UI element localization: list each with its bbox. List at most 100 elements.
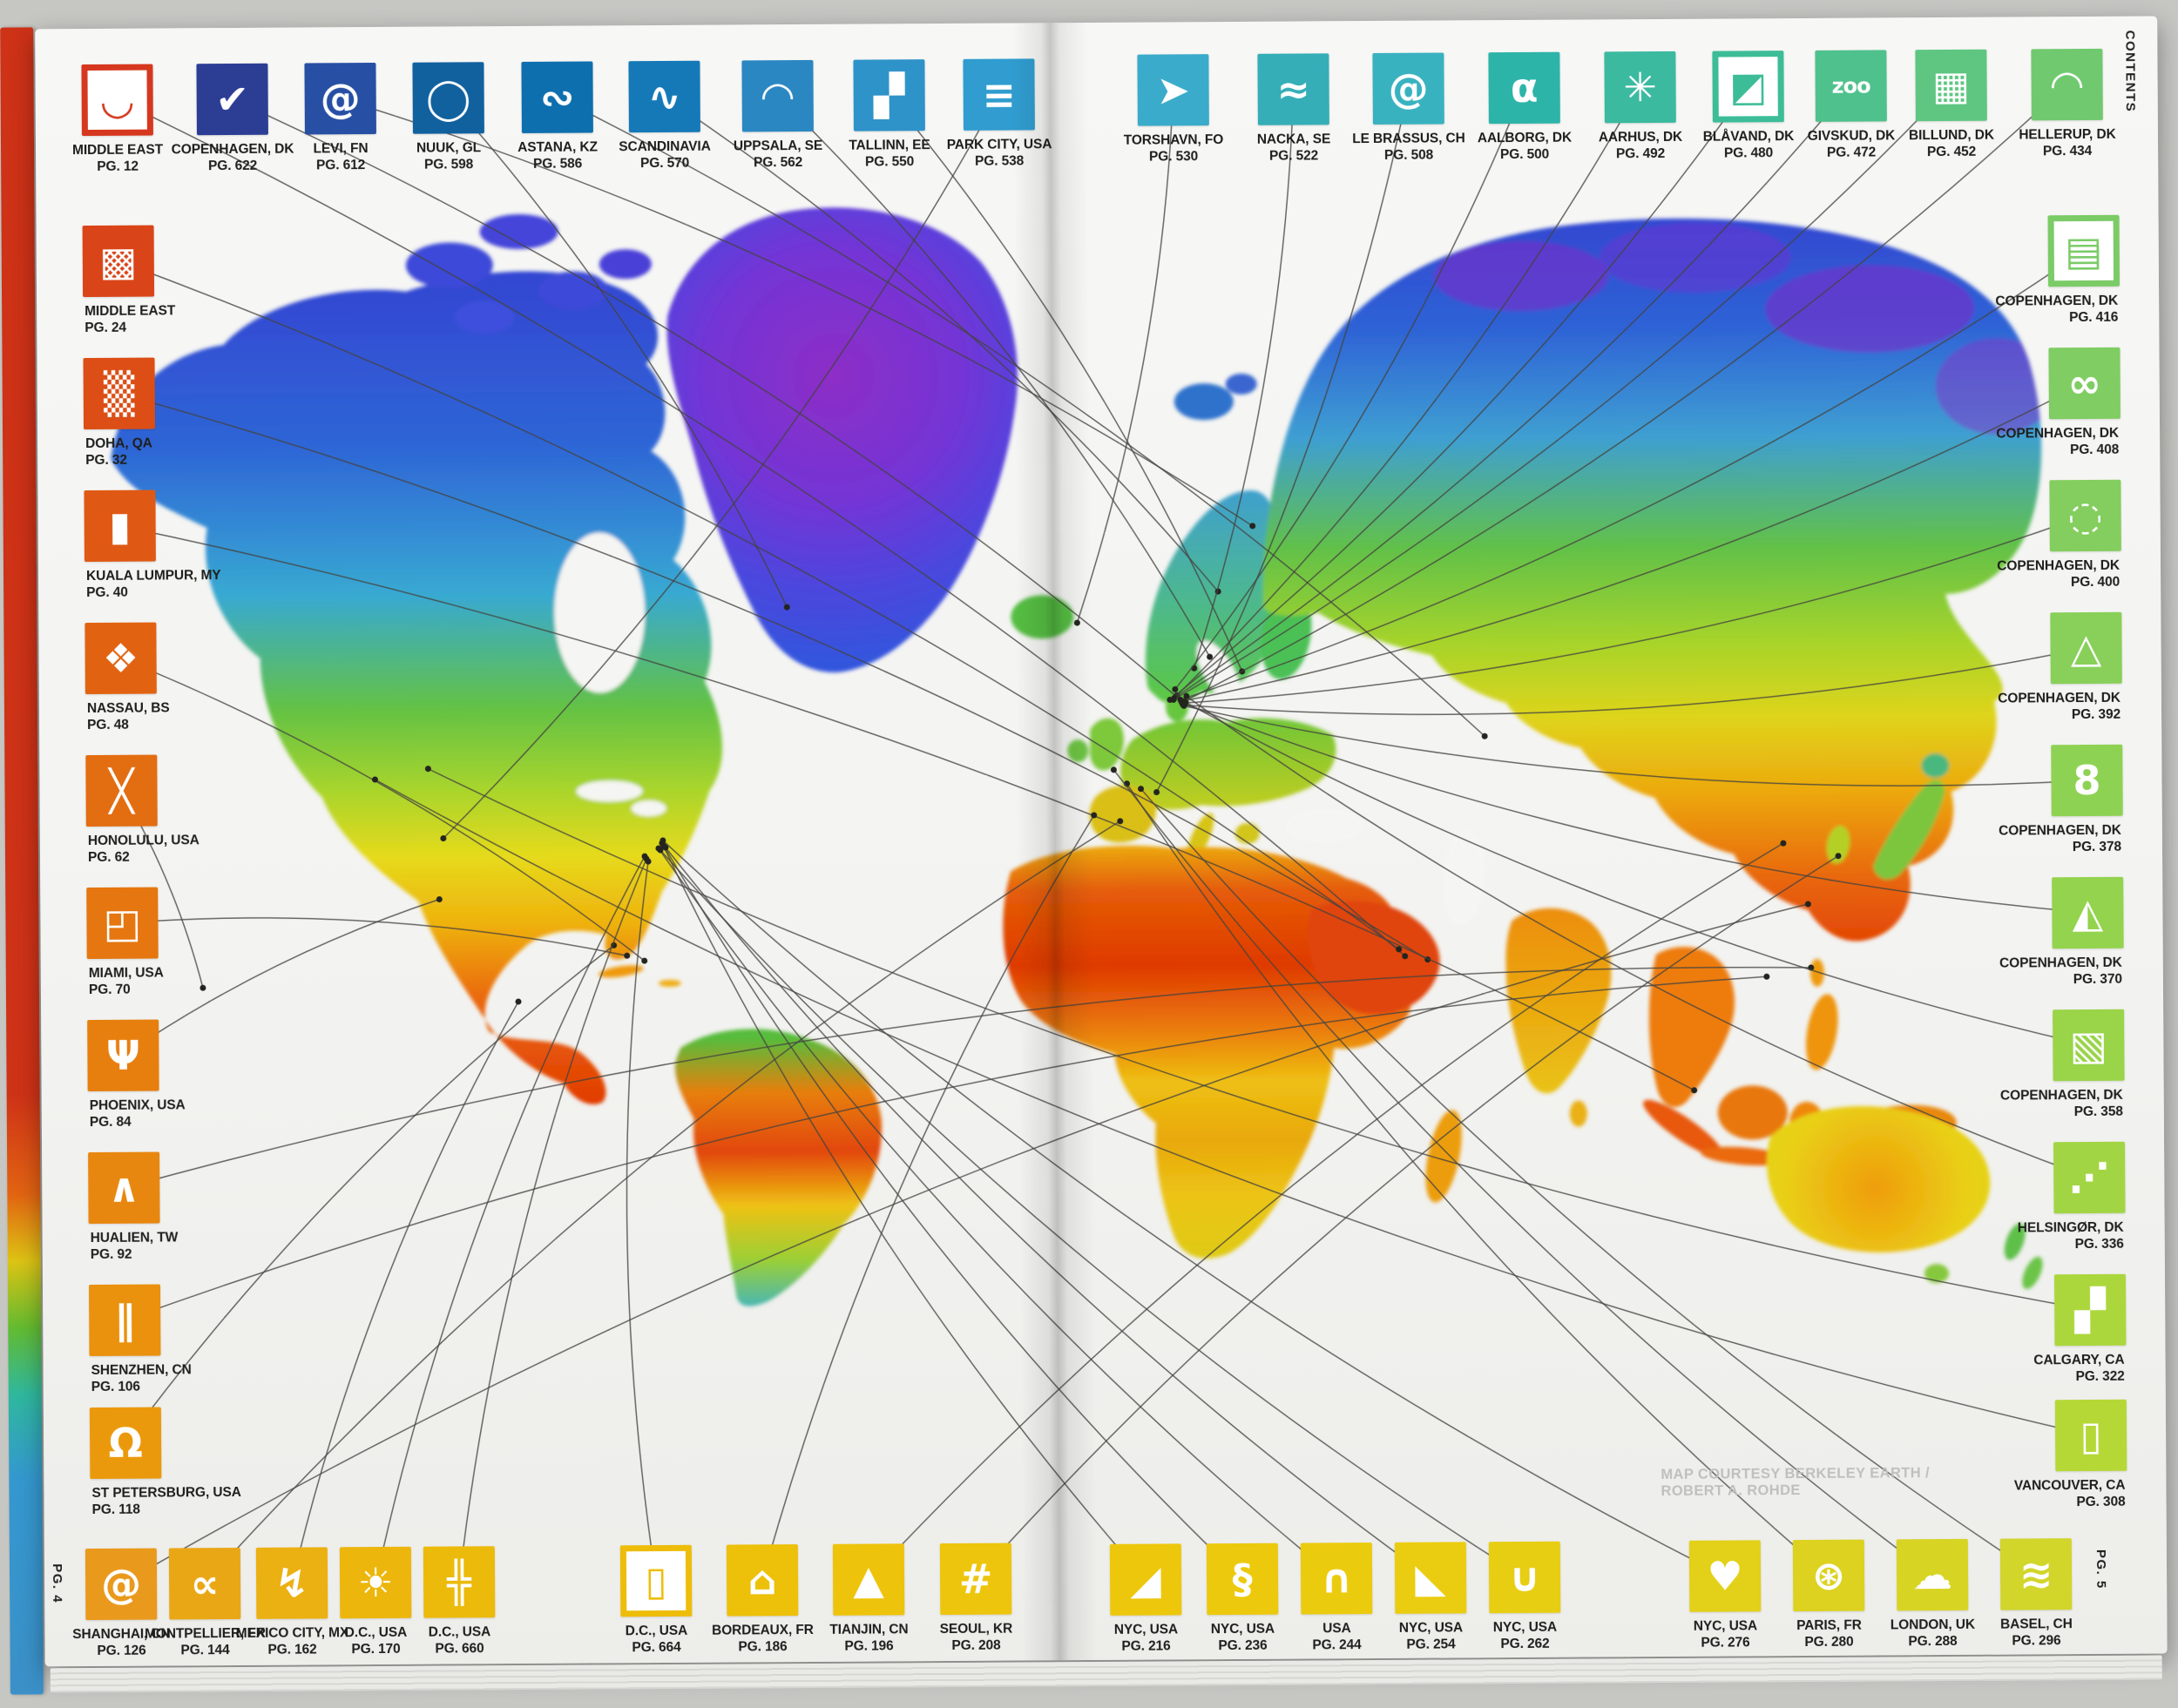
project-nuuk-598: ◯ NUUK, GL PG. 598 xyxy=(412,62,484,172)
connector-line xyxy=(120,903,1809,1585)
connector-line xyxy=(120,658,646,962)
project-city: LE BRASSUS, CH xyxy=(1352,131,1465,147)
map-location-dot xyxy=(1207,653,1214,660)
project-page: PG. 562 xyxy=(754,154,803,170)
calgary-322-icon: ▞ xyxy=(2053,1273,2127,1347)
project-city: ST PETERSBURG, USA xyxy=(91,1484,241,1502)
connector-line xyxy=(1173,84,1952,701)
project-givskud-472: zoo GIVSKUD, DK PG. 472 xyxy=(1808,50,1895,159)
project-copenhagen-370: ◭ COPENHAGEN, DK PG. 370 xyxy=(1999,876,2124,987)
project-city: DOHA, QA xyxy=(85,435,152,452)
project-label: COPENHAGEN, DK PG. 358 xyxy=(2000,1088,2123,1121)
project-label: AALBORG, DK PG. 500 xyxy=(1478,131,1572,164)
dc-660-glyph: ╬ xyxy=(447,1558,472,1606)
contents-label: CONTENTS xyxy=(2122,30,2138,113)
project-city: NASSAU, BS xyxy=(86,700,170,717)
billund-452-glyph: ▦ xyxy=(1931,61,1971,110)
connector-line xyxy=(663,845,1243,1580)
project-vancouver-308: ▯ VANCOUVER, CA PG. 308 xyxy=(2014,1399,2127,1509)
project-city: COPENHAGEN, DK xyxy=(1995,293,2119,309)
map-location-dot xyxy=(1110,766,1117,773)
project-copenhagen-378: 8 COPENHAGEN, DK PG. 378 xyxy=(1999,744,2123,854)
basel-296-glyph: ≋ xyxy=(2019,1550,2053,1598)
seoul-208-glyph: # xyxy=(958,1555,993,1603)
connector-line xyxy=(443,94,1000,840)
nuuk-598-icon: ◯ xyxy=(412,62,484,134)
project-label: PARIS, FR PG. 280 xyxy=(1796,1618,1862,1651)
project-city: KUALA LUMPUR, MY xyxy=(85,568,221,584)
project-city: HUALIEN, TW xyxy=(90,1230,179,1246)
project-label: BLÅVAND, DK PG. 480 xyxy=(1703,129,1795,162)
dc-170-glyph: ☀ xyxy=(357,1558,394,1607)
connector-line xyxy=(1113,769,1933,1576)
mexico-city-162-icon: ↯ xyxy=(255,1547,328,1619)
map-location-dot xyxy=(1091,812,1098,819)
project-seoul-208: # SEOUL, KR PG. 208 xyxy=(940,1543,1012,1653)
map-uk xyxy=(1090,718,1124,771)
connector-line xyxy=(1174,87,1525,690)
project-montpellier-144: ∝ MONTPELLIER, FR PG. 144 xyxy=(145,1547,266,1657)
project-city: D.C., USA xyxy=(428,1624,491,1640)
project-astana-586: ∾ ASTANA, KZ PG. 586 xyxy=(517,61,598,171)
connector-line xyxy=(1180,250,2085,701)
project-page: PG. 70 xyxy=(88,982,131,997)
copenhagen-358-icon: ▧ xyxy=(2053,1009,2125,1082)
project-page: PG. 370 xyxy=(2073,971,2122,987)
billund-452-icon: ▦ xyxy=(1915,49,1987,122)
connector-line xyxy=(658,847,1337,1579)
miami-70-glyph: ◰ xyxy=(103,899,142,947)
connector-line xyxy=(1155,88,1410,793)
blavand-480-icon: ◩ xyxy=(1712,51,1784,123)
connector-line xyxy=(889,94,1243,672)
nassau-48-glyph: ❖ xyxy=(102,634,139,682)
hualien-92-glyph: ∧ xyxy=(107,1164,141,1212)
project-page: PG. 358 xyxy=(2073,1104,2123,1119)
project-city: AALBORG, DK xyxy=(1477,130,1573,146)
project-label: COPENHAGEN, DK PG. 416 xyxy=(1995,294,2118,327)
tallinn-550-icon: ▞ xyxy=(853,59,925,132)
left-page-number: PG. 4 xyxy=(49,1563,65,1604)
shenzhen-106-glyph: ∥ xyxy=(114,1296,135,1344)
project-nacka-522: ≈ NACKA, SE PG. 522 xyxy=(1257,53,1330,163)
project-label: MEXICO CITY, MX PG. 162 xyxy=(236,1625,349,1658)
connector-line xyxy=(122,898,440,1057)
project-city: CALGARY, CA xyxy=(2033,1352,2125,1368)
project-city: BORDEAUX, FR xyxy=(711,1622,814,1638)
map-location-dot xyxy=(371,776,378,783)
honolulu-62-icon: ╳ xyxy=(85,754,158,827)
helsingor-336-icon: ⋰ xyxy=(2053,1141,2126,1214)
connector-line xyxy=(118,393,1429,961)
project-label: DOHA, QA PG. 32 xyxy=(85,436,152,469)
nyc-216-glyph: ◢ xyxy=(1130,1556,1161,1603)
usa-244-glyph: ∩ xyxy=(1320,1555,1353,1603)
aarhus-492-glyph: ✳ xyxy=(1623,64,1658,111)
project-page: PG. 530 xyxy=(1148,148,1199,165)
project-city: NACKA, SE xyxy=(1256,132,1331,147)
connector-line xyxy=(626,861,657,1582)
project-aarhus-492: ✳ AARHUS, DK PG. 492 xyxy=(1599,51,1682,161)
connector-line xyxy=(1185,701,2089,1046)
map-se-asia xyxy=(1648,947,1735,1108)
project-city: PARK CITY, USA xyxy=(946,137,1052,152)
torshavn-530-glyph: ➤ xyxy=(1156,66,1191,114)
project-city: ASTANA, KZ xyxy=(517,139,598,155)
project-city: USA xyxy=(1322,1621,1351,1637)
project-page: PG. 254 xyxy=(1406,1637,1456,1652)
project-page: PG. 24 xyxy=(85,320,126,335)
project-page: PG. 660 xyxy=(435,1640,484,1657)
map-africa xyxy=(1003,845,1411,1259)
project-label: COPENHAGEN, DK PG. 400 xyxy=(1997,558,2120,591)
london-288-icon: ☁ xyxy=(1896,1538,1969,1611)
project-city: BASEL, CH xyxy=(2000,1617,2073,1632)
copenhagen-358-glyph: ▧ xyxy=(2069,1021,2108,1070)
tianjin-196-icon: ▲ xyxy=(832,1543,905,1616)
project-label: COPENHAGEN, DK PG. 622 xyxy=(172,142,294,175)
project-page: PG. 664 xyxy=(632,1639,681,1655)
map-greenland xyxy=(666,207,1018,672)
connector-line xyxy=(1183,705,2087,786)
nacka-522-glyph: ≈ xyxy=(1276,65,1311,113)
project-page: PG. 408 xyxy=(2069,442,2120,457)
kuala-lumpur-40-glyph: ▮ xyxy=(108,502,132,550)
